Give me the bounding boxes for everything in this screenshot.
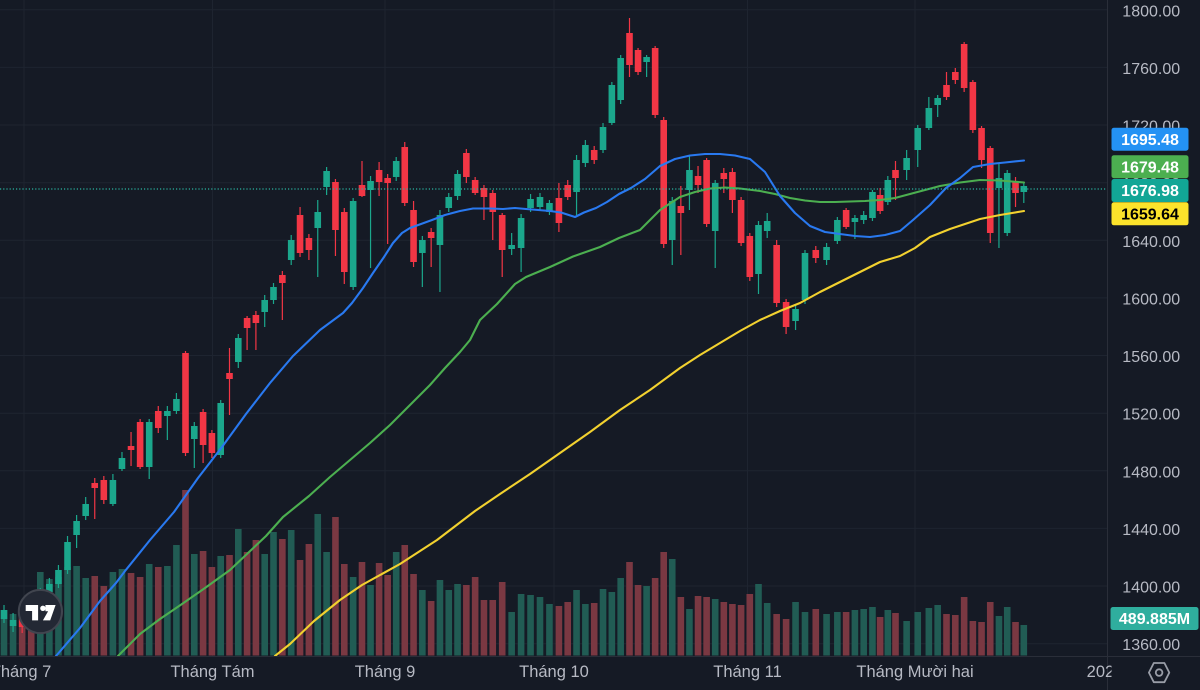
svg-text:1695.48: 1695.48 (1121, 132, 1179, 149)
svg-text:1560.00: 1560.00 (1122, 349, 1180, 366)
svg-text:1480.00: 1480.00 (1122, 464, 1180, 481)
svg-text:489.885M: 489.885M (1119, 611, 1190, 628)
svg-text:Tháng Mười hai: Tháng Mười hai (856, 663, 973, 681)
svg-text:Tháng 11: Tháng 11 (713, 663, 782, 681)
svg-text:Tháng 7: Tháng 7 (0, 663, 51, 681)
svg-text:1659.64: 1659.64 (1121, 206, 1179, 223)
svg-text:Tháng 9: Tháng 9 (355, 663, 416, 681)
svg-text:1520.00: 1520.00 (1122, 407, 1180, 424)
svg-text:Tháng Tám: Tháng Tám (170, 663, 254, 681)
svg-text:1760.00: 1760.00 (1122, 61, 1180, 78)
svg-text:1600.00: 1600.00 (1122, 291, 1180, 308)
svg-text:1676.98: 1676.98 (1121, 183, 1179, 200)
svg-text:1440.00: 1440.00 (1122, 522, 1180, 539)
svg-text:1679.48: 1679.48 (1121, 159, 1179, 176)
svg-text:2026: 2026 (1087, 663, 1124, 681)
svg-text:1360.00: 1360.00 (1122, 637, 1180, 654)
svg-text:1400.00: 1400.00 (1122, 580, 1180, 597)
svg-text:1800.00: 1800.00 (1122, 3, 1180, 20)
svg-text:1640.00: 1640.00 (1122, 234, 1180, 251)
svg-text:Tháng 10: Tháng 10 (519, 663, 589, 681)
